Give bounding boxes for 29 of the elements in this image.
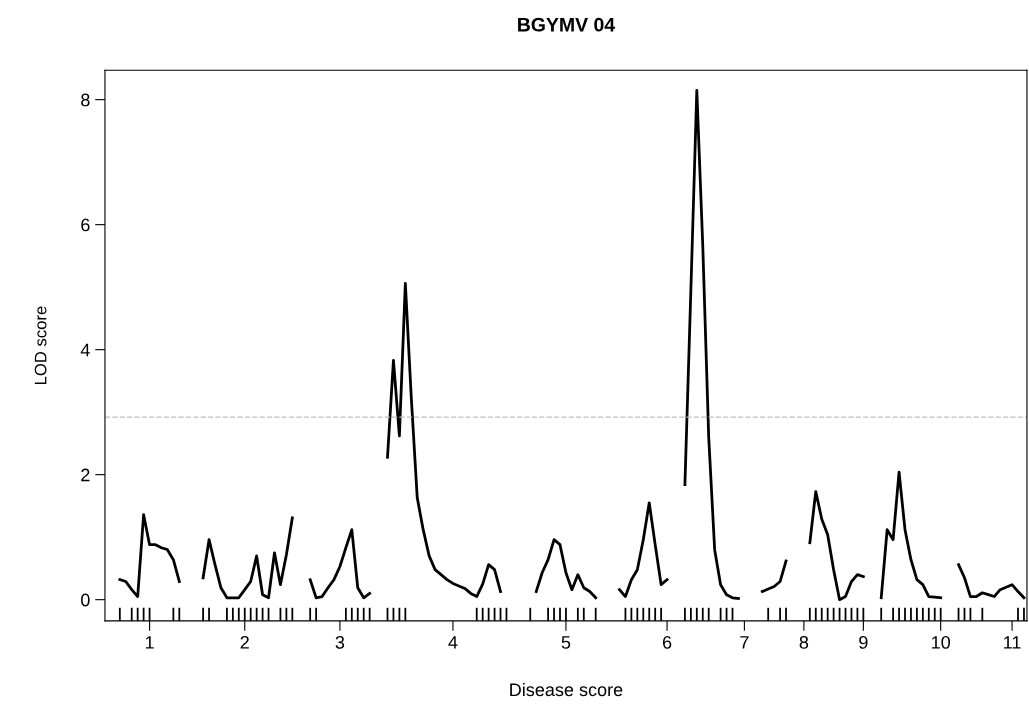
- x-tick-label: 4: [448, 636, 458, 649]
- line-series: [386, 282, 502, 598]
- x-tick-label: 6: [662, 635, 672, 649]
- x-axis-title: Disease score: [510, 682, 623, 697]
- line-series: [808, 490, 865, 602]
- y-tick-label: 0: [81, 593, 90, 607]
- x-tick-label: 7: [740, 636, 749, 649]
- y-tick-label: 2: [81, 468, 90, 482]
- x-tick-label: 5: [561, 636, 571, 649]
- line-series: [534, 538, 598, 600]
- y-tick-label: 6: [81, 218, 90, 232]
- x-tick-label: 2: [240, 635, 249, 649]
- x-tick-label: 3: [335, 635, 345, 649]
- line-series: [879, 470, 943, 600]
- y-tick-label: 4: [80, 343, 90, 357]
- x-tick-label: 10: [932, 635, 951, 649]
- y-tick-label: 8: [81, 93, 90, 107]
- line-series: [308, 528, 372, 600]
- x-tick-label: 8: [799, 635, 809, 649]
- x-tick-label: 9: [859, 635, 868, 649]
- line-series: [201, 516, 294, 600]
- x-tick-label: 1: [145, 636, 154, 649]
- line-series: [760, 559, 788, 593]
- chart-title: BGYMV 04: [518, 17, 616, 32]
- y-axis-title: LOD score: [34, 306, 47, 385]
- x-tick-label: 11: [1004, 636, 1021, 649]
- line-series: [618, 501, 669, 598]
- line-series: [118, 513, 181, 598]
- line-series: [683, 88, 740, 600]
